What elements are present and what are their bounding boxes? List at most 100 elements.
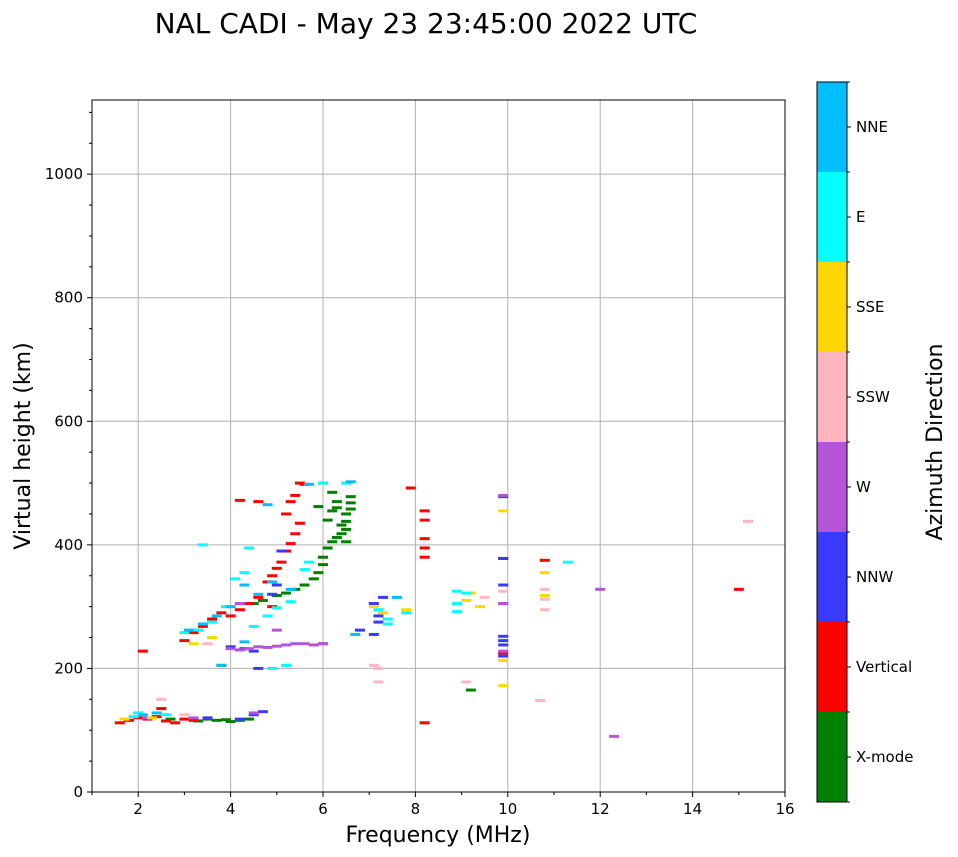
data-point (257, 598, 268, 602)
data-point (220, 718, 231, 722)
data-point (290, 493, 301, 497)
series-sse (119, 509, 550, 721)
data-point (331, 506, 342, 510)
data-point (419, 721, 430, 725)
data-point (248, 713, 259, 717)
data-point (239, 571, 250, 575)
data-point (234, 602, 245, 606)
data-point (257, 710, 268, 714)
data-point (401, 608, 412, 612)
data-point (313, 505, 324, 509)
data-point (160, 719, 171, 723)
colorbar-segment (817, 442, 847, 532)
data-point (276, 560, 287, 564)
data-point (341, 519, 352, 523)
data-point (137, 713, 148, 717)
data-point (234, 717, 245, 721)
data-point (248, 711, 259, 715)
data-point (609, 734, 620, 738)
data-point (304, 482, 315, 486)
data-point (211, 718, 222, 722)
data-point (350, 632, 361, 636)
y-tick-label: 600 (54, 412, 83, 430)
data-point (498, 509, 509, 513)
data-point (197, 543, 208, 547)
plot-area (92, 100, 785, 792)
colorbar-segment (817, 622, 847, 712)
data-point (322, 546, 333, 550)
data-point (595, 587, 606, 591)
data-point (327, 490, 338, 494)
data-point (368, 663, 379, 667)
data-point (498, 651, 509, 655)
x-tick-label: 2 (133, 800, 143, 818)
series-ssw (156, 519, 754, 717)
data-point (137, 649, 148, 653)
x-axis-label: Frequency (MHz) (346, 823, 531, 848)
data-point (318, 481, 328, 485)
data-point (461, 680, 472, 684)
colorbar-label: NNE (856, 118, 888, 136)
data-point (498, 639, 509, 643)
colorbar-segment (817, 352, 847, 442)
x-tick-label: 14 (683, 800, 702, 818)
x-tick-label: 12 (591, 800, 610, 818)
data-point (539, 558, 550, 562)
data-point (179, 631, 190, 635)
colorbar: X-mode Vertical NNW W SSW SSE E NNE (816, 81, 913, 803)
data-point (498, 658, 509, 662)
data-point (197, 622, 208, 626)
grid-lines (92, 100, 785, 792)
data-point (207, 617, 218, 621)
data-point (368, 605, 379, 609)
data-point (498, 634, 509, 638)
data-point (539, 608, 550, 612)
data-point (276, 549, 287, 553)
data-point (294, 521, 305, 525)
data-point (248, 649, 259, 653)
colorbar-title: Azimuth Direction (923, 343, 948, 540)
chart-title: NAL CADI - May 23 23:45:00 2022 UTC (155, 7, 698, 40)
data-point (128, 715, 139, 719)
data-point (244, 717, 255, 721)
data-point (184, 628, 195, 632)
data-point (216, 611, 227, 615)
data-point (733, 587, 744, 591)
data-point (373, 680, 384, 684)
data-point (401, 611, 412, 615)
data-point (419, 509, 430, 513)
data-point (262, 614, 273, 618)
data-point (475, 605, 486, 609)
data-point (331, 500, 342, 504)
data-point (248, 624, 259, 628)
data-point (253, 666, 264, 670)
data-point (318, 563, 328, 567)
colorbar-segment (817, 712, 847, 802)
data-point (336, 532, 347, 536)
colorbar-label: Vertical (856, 658, 912, 676)
data-point (165, 717, 176, 721)
data-point (179, 717, 190, 721)
data-point (498, 643, 509, 647)
data-point (451, 589, 462, 593)
data-point (382, 622, 393, 626)
data-point (299, 583, 310, 587)
colorbar-segment (817, 262, 847, 352)
data-point (336, 523, 347, 527)
data-point (216, 663, 227, 667)
colorbar-label: SSW (856, 388, 890, 406)
data-point (461, 591, 472, 595)
data-point (253, 592, 264, 596)
y-axis-label: Virtual height (km) (11, 342, 36, 549)
data-point (179, 713, 190, 717)
data-point (327, 540, 338, 544)
data-points (114, 480, 754, 738)
data-point (345, 507, 356, 511)
data-point (225, 720, 236, 724)
y-axis: 0 200 400 600 800 1000 (45, 111, 92, 801)
data-point (391, 595, 402, 599)
data-point (345, 495, 356, 499)
data-point (267, 574, 278, 578)
data-point (244, 602, 255, 606)
data-point (308, 577, 319, 581)
